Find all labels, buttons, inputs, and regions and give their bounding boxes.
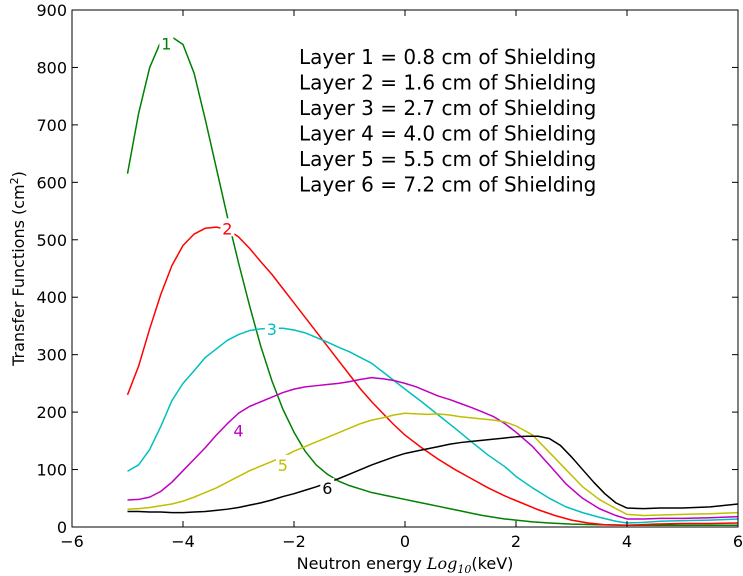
series-line-3 [127,327,738,524]
curve-label-bg-2 [220,218,235,237]
series-line-1 [126,36,738,527]
y-axis-label-superscript: 2 [8,177,21,184]
legend-line: Layer 1 = 0.8 cm of Shielding [299,45,596,69]
x-tick-label: −4 [171,532,195,551]
x-axis-ticks: −6 −4 −2 0 2 4 6 [60,10,743,551]
series-line-2 [126,226,738,527]
legend-line: Layer 4 = 4.0 cm of Shielding [299,122,596,146]
curve-label-bg-4 [231,420,246,439]
curve-label-bg-5 [275,454,290,473]
legend-line: Layer 6 = 7.2 cm of Shielding [299,173,596,197]
curve-label-6: 6 [322,479,332,498]
y-tick-label: 400 [36,288,67,307]
y-tick-label: 100 [36,461,67,480]
curve-label-bg-3 [264,318,279,337]
x-axis-label: Neutron energy Log10(keV) [297,554,514,576]
y-tick-label: 600 [36,173,67,192]
curve-label-5: 5 [278,456,288,475]
y-tick-label: 500 [36,231,67,250]
legend-line: Layer 3 = 2.7 cm of Shielding [299,96,596,120]
x-tick-label: −6 [60,532,84,551]
curve-labels: 1 2 3 4 5 6 [159,33,335,498]
x-tick-label: 0 [400,532,410,551]
x-axis-label-suffix: (keV) [471,554,513,573]
y-tick-label: 900 [36,1,67,20]
y-axis-label: Transfer Functions (cm2) [8,171,28,367]
x-axis-label-subscript: 10 [457,563,471,576]
series-line-4 [127,376,738,520]
x-tick-label: 2 [511,532,521,551]
curve-label-2: 2 [222,219,232,238]
series-line-5 [127,412,738,517]
x-tick-label: 6 [733,532,743,551]
x-axis-label-log: Log [426,554,458,573]
series-layer [126,36,738,527]
y-axis-ticks: 0 100 200 300 400 500 600 700 800 900 [36,1,738,537]
x-tick-label: 4 [622,532,632,551]
series-line-6 [127,435,738,514]
legend-line: Layer 5 = 5.5 cm of Shielding [299,147,596,171]
y-tick-label: 800 [36,58,67,77]
curve-label-1: 1 [161,34,171,53]
curve-label-bg-1 [159,33,174,52]
curve-label-3: 3 [267,320,277,339]
curve-label-4: 4 [233,421,243,440]
y-tick-label: 700 [36,116,67,135]
y-tick-label: 300 [36,346,67,365]
curve-label-bg-6 [320,477,335,496]
y-axis-label-prefix: Transfer Functions (cm [9,184,28,367]
x-axis-label-prefix: Neutron energy [297,554,427,573]
legend-line: Layer 2 = 1.6 cm of Shielding [299,71,596,95]
x-tick-label: −2 [282,532,306,551]
y-tick-label: 0 [57,518,67,537]
y-axis-label-suffix: ) [9,171,28,177]
y-tick-label: 200 [36,403,67,422]
